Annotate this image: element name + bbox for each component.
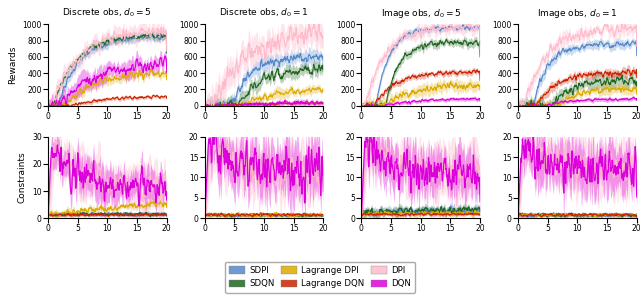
Legend: SDPI, SDQN, Lagrange DPI, Lagrange DQN, DPI, DQN: SDPI, SDQN, Lagrange DPI, Lagrange DQN, … bbox=[225, 262, 415, 293]
Y-axis label: Constraints: Constraints bbox=[17, 152, 26, 203]
Title: Image obs, $d_0 = 5$: Image obs, $d_0 = 5$ bbox=[381, 7, 461, 20]
Title: Discrete obs, $d_0 = 1$: Discrete obs, $d_0 = 1$ bbox=[219, 7, 309, 19]
Title: Image obs, $d_0 = 1$: Image obs, $d_0 = 1$ bbox=[538, 7, 618, 20]
Title: Discrete obs, $d_0 = 5$: Discrete obs, $d_0 = 5$ bbox=[63, 7, 152, 19]
Y-axis label: Rewards: Rewards bbox=[8, 46, 17, 84]
